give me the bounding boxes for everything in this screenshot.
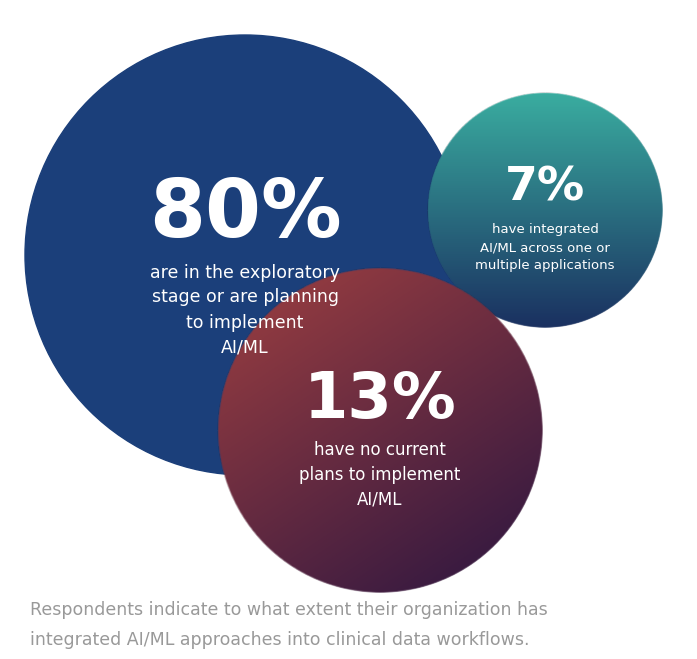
Circle shape	[25, 35, 465, 475]
Text: 7%: 7%	[505, 165, 585, 210]
Text: 13%: 13%	[304, 369, 457, 431]
Text: have integrated
AI/ML across one or
multiple applications: have integrated AI/ML across one or mult…	[475, 223, 615, 273]
Text: Respondents indicate to what extent their organization has
integrated AI/ML appr: Respondents indicate to what extent thei…	[30, 602, 548, 648]
Text: are in the exploratory
stage or are planning
to implement
AI/ML: are in the exploratory stage or are plan…	[150, 264, 340, 357]
Text: 80%: 80%	[148, 176, 342, 254]
Text: have no current
plans to implement
AI/ML: have no current plans to implement AI/ML	[299, 441, 461, 509]
